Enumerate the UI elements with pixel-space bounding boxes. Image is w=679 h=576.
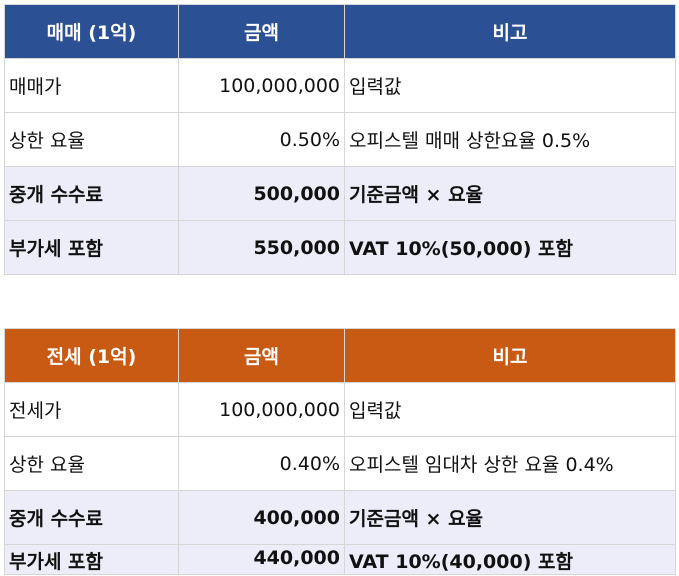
row-note: 오피스텔 임대차 상한 요율 0.4% [344, 436, 676, 491]
table-row: 상한 요율 0.50% 오피스텔 매매 상한요율 0.5% [4, 112, 676, 167]
header-note: 비고 [344, 328, 676, 383]
row-label: 부가세 포함 [4, 220, 179, 275]
table-header-row: 전세 (1억) 금액 비고 [4, 328, 676, 383]
table-row: 중개 수수료 400,000 기준금액 × 요율 [4, 490, 676, 545]
table-row: 부가세 포함 550,000 VAT 10%(50,000) 포함 [4, 220, 676, 275]
row-amount: 0.40% [178, 436, 345, 491]
row-note: 기준금액 × 요율 [344, 166, 676, 221]
row-amount: 100,000,000 [178, 382, 345, 437]
header-amount: 금액 [178, 4, 345, 59]
table-row: 중개 수수료 500,000 기준금액 × 요율 [4, 166, 676, 221]
jeonse-fee-table: 전세 (1억) 금액 비고 전세가 100,000,000 입력값 상한 요율 … [4, 328, 676, 575]
row-note: 입력값 [344, 58, 676, 113]
row-label: 전세가 [4, 382, 179, 437]
row-label: 상한 요율 [4, 436, 179, 491]
header-category: 매매 (1억) [4, 4, 179, 59]
row-amount: 440,000 [178, 544, 345, 575]
table-row: 부가세 포함 440,000 VAT 10%(40,000) 포함 [4, 544, 676, 575]
row-amount: 500,000 [178, 166, 345, 221]
sale-fee-table: 매매 (1억) 금액 비고 매매가 100,000,000 입력값 상한 요율 … [4, 4, 676, 275]
row-label: 상한 요율 [4, 112, 179, 167]
row-label: 중개 수수료 [4, 490, 179, 545]
row-amount: 0.50% [178, 112, 345, 167]
table-header-row: 매매 (1억) 금액 비고 [4, 4, 676, 59]
row-label: 부가세 포함 [4, 544, 179, 575]
row-label: 중개 수수료 [4, 166, 179, 221]
row-note: 기준금액 × 요율 [344, 490, 676, 545]
header-note: 비고 [344, 4, 676, 59]
table-row: 전세가 100,000,000 입력값 [4, 382, 676, 437]
header-category: 전세 (1억) [4, 328, 179, 383]
table-row: 상한 요율 0.40% 오피스텔 임대차 상한 요율 0.4% [4, 436, 676, 491]
row-note: VAT 10%(40,000) 포함 [344, 544, 676, 575]
row-label: 매매가 [4, 58, 179, 113]
row-amount: 100,000,000 [178, 58, 345, 113]
row-note: 오피스텔 매매 상한요율 0.5% [344, 112, 676, 167]
row-note: VAT 10%(50,000) 포함 [344, 220, 676, 275]
header-amount: 금액 [178, 328, 345, 383]
row-amount: 400,000 [178, 490, 345, 545]
row-note: 입력값 [344, 382, 676, 437]
row-amount: 550,000 [178, 220, 345, 275]
table-row: 매매가 100,000,000 입력값 [4, 58, 676, 113]
